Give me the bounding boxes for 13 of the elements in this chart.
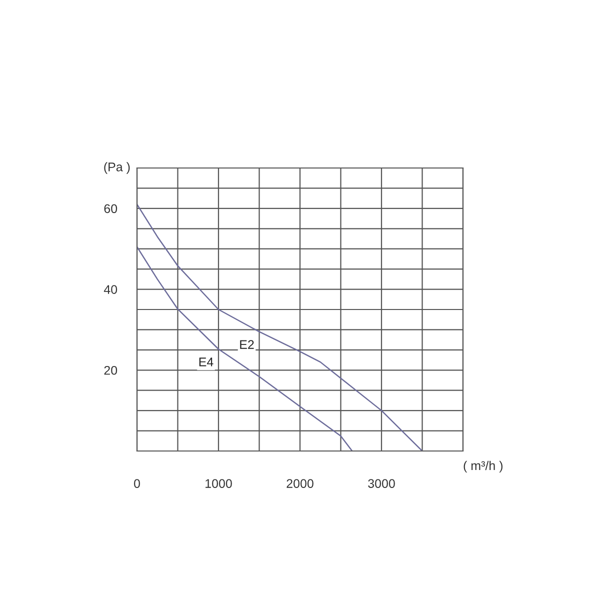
line-series (137, 246, 353, 451)
x-axis-title: ( m³/h ) (464, 460, 502, 473)
x-tick-label: 1000 (206, 479, 232, 488)
line-series (137, 204, 423, 451)
y-tick-label: 40 (104, 285, 118, 294)
x-tick-label: 2000 (286, 479, 314, 488)
y-tick-label: 60 (104, 204, 118, 214)
series-label: E2 (240, 340, 254, 349)
x-tick-label: 3000 (368, 479, 395, 488)
series-label: E4 (199, 358, 214, 366)
y-axis-title: (Pa ) (104, 162, 130, 174)
x-tick-label: 0 (134, 479, 140, 488)
y-tick-label: 20 (104, 366, 118, 375)
